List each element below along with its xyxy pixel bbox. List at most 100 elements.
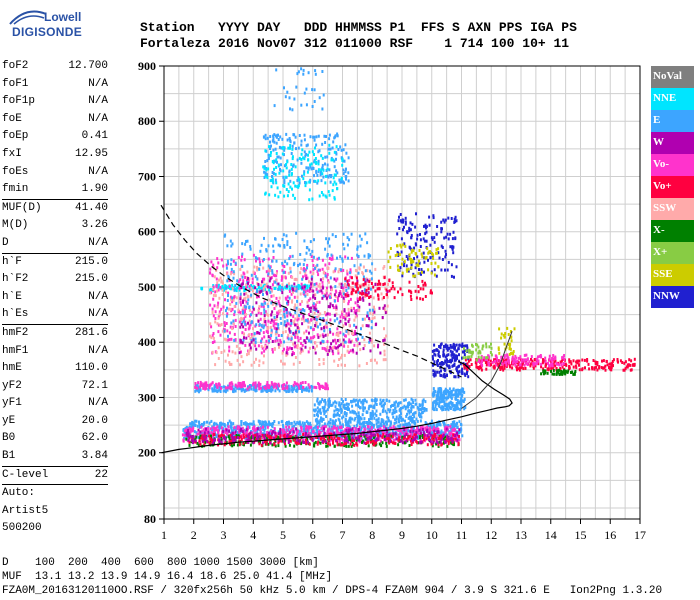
echo-point <box>423 438 426 442</box>
echo-point <box>316 399 319 403</box>
echo-point <box>351 404 354 408</box>
echo-point <box>344 255 347 259</box>
echo-point <box>341 353 343 357</box>
echo-point <box>419 419 422 423</box>
echo-point <box>270 381 273 385</box>
echo-point <box>455 423 458 427</box>
echo-point <box>449 245 452 249</box>
echo-point <box>349 271 351 275</box>
echo-point <box>251 435 254 439</box>
echo-point <box>411 419 414 423</box>
echo-point <box>342 405 345 409</box>
x-tick-label: 2 <box>191 528 197 542</box>
echo-point <box>420 415 423 419</box>
echo-point <box>450 441 453 445</box>
echo-point <box>250 340 253 344</box>
echo-point <box>228 419 231 423</box>
echo-point <box>262 293 264 296</box>
echo-point <box>318 424 321 428</box>
echo-point <box>367 291 370 295</box>
echo-point <box>343 429 346 433</box>
echo-point <box>366 311 369 315</box>
echo-point <box>422 398 425 402</box>
echo-point <box>351 427 354 431</box>
echo-point <box>329 345 332 349</box>
echo-point <box>368 331 371 335</box>
echo-point <box>292 430 295 434</box>
echo-point <box>345 440 348 444</box>
echo-point <box>430 442 433 446</box>
echo-point <box>360 422 363 426</box>
echo-point <box>245 432 248 436</box>
param-row: 500200 <box>2 520 108 538</box>
echo-point <box>239 300 242 304</box>
echo-point <box>238 288 241 292</box>
echo-point <box>240 286 243 290</box>
echo-point <box>293 345 296 349</box>
echo-point <box>263 385 266 389</box>
echo-point <box>243 317 246 321</box>
y-tick-label: 500 <box>138 280 156 294</box>
echo-point <box>436 225 439 228</box>
echo-point <box>349 416 352 420</box>
echo-point <box>237 256 240 259</box>
echo-point <box>365 362 368 365</box>
echo-point <box>344 428 347 432</box>
echo-point <box>313 403 316 407</box>
echo-point <box>267 304 270 308</box>
echo-point <box>359 348 362 352</box>
echo-point <box>283 362 286 366</box>
echo-point <box>289 346 291 350</box>
echo-point <box>353 264 356 268</box>
echo-point <box>209 267 212 271</box>
echo-point <box>209 334 211 338</box>
echo-point <box>363 398 366 402</box>
echo-point <box>375 414 378 418</box>
echo-point <box>241 242 244 246</box>
echo-point <box>348 238 351 242</box>
echo-point <box>326 273 329 277</box>
echo-point <box>247 385 250 389</box>
echo-point <box>318 433 321 437</box>
echo-point <box>314 160 317 164</box>
echo-point <box>298 439 301 443</box>
echo-point <box>324 162 326 166</box>
echo-point <box>345 421 348 425</box>
echo-point <box>285 425 288 429</box>
echo-point <box>366 426 369 430</box>
echo-point <box>314 418 317 422</box>
echo-point <box>346 431 349 435</box>
echo-point <box>351 417 354 421</box>
echo-point <box>274 274 276 278</box>
param-separator <box>2 484 108 486</box>
echo-point <box>269 179 272 183</box>
echo-point <box>323 405 326 409</box>
echo-point <box>250 321 253 325</box>
x-tick-label: 13 <box>515 528 527 542</box>
echo-point <box>231 350 234 354</box>
echo-point <box>370 320 373 324</box>
echo-point <box>225 338 228 342</box>
echo-point <box>203 382 206 386</box>
echo-point <box>181 433 184 437</box>
echo-point <box>300 161 303 165</box>
echo-point <box>340 148 343 152</box>
echo-point <box>264 440 266 444</box>
echo-point <box>408 401 411 405</box>
echo-point <box>232 259 235 263</box>
echo-point <box>338 321 341 325</box>
echo-point <box>394 406 397 410</box>
param-separator <box>2 465 108 467</box>
echo-point <box>322 340 325 344</box>
echo-point <box>253 360 256 364</box>
echo-point <box>273 436 276 440</box>
echo-point <box>313 413 316 417</box>
header-values: Fortaleza 2016 Nov07 312 011000 RSF 1 71… <box>140 36 570 51</box>
echo-point <box>226 279 229 283</box>
echo-point <box>221 437 224 441</box>
echo-point <box>270 185 273 189</box>
echo-point <box>277 287 280 291</box>
echo-point <box>346 236 349 240</box>
echo-point <box>385 444 388 448</box>
